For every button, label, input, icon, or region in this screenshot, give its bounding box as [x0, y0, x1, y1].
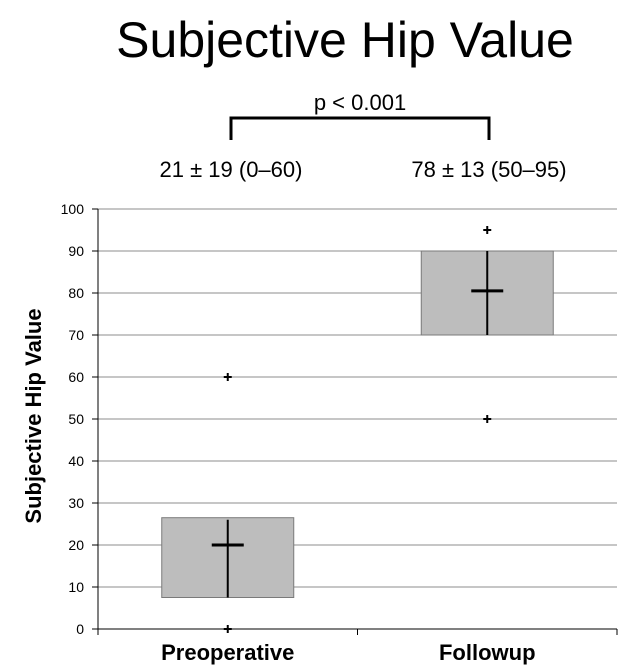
y-tick-label: 10: [68, 579, 84, 595]
y-tick-label: 60: [68, 369, 84, 385]
category-labels: Preoperative Followup: [161, 640, 535, 665]
y-tick-label: 90: [68, 243, 84, 259]
outlier-marker: [483, 415, 492, 423]
box-followup: [420, 226, 554, 423]
box-preoperative: [161, 373, 295, 633]
summary-label-preoperative: 21 ± 19 (0–60): [160, 157, 303, 182]
significance-bracket: p < 0.001: [229, 90, 491, 140]
bracket-line: [229, 116, 491, 140]
y-axis-ticks: 0 10 20 30 40 50 60 70 80 90 100: [61, 201, 98, 637]
y-tick-label: 70: [68, 327, 84, 343]
category-label-followup: Followup: [439, 640, 536, 665]
y-axis-label: Subjective Hip Value: [21, 308, 46, 523]
chart-title: Subjective Hip Value: [116, 12, 574, 68]
y-tick-label: 100: [61, 201, 85, 217]
outlier-marker: [223, 373, 232, 381]
y-tick-label: 20: [68, 537, 84, 553]
significance-label: p < 0.001: [314, 90, 406, 115]
category-label-preoperative: Preoperative: [161, 640, 294, 665]
y-tick-label: 40: [68, 453, 84, 469]
y-tick-label: 0: [76, 621, 84, 637]
outlier-marker: [483, 226, 492, 234]
box-plots: [161, 226, 554, 633]
y-tick-label: 50: [68, 411, 84, 427]
y-tick-label: 80: [68, 285, 84, 301]
summary-label-followup: 78 ± 13 (50–95): [411, 157, 566, 182]
y-tick-label: 30: [68, 495, 84, 511]
axes: [97, 209, 618, 635]
